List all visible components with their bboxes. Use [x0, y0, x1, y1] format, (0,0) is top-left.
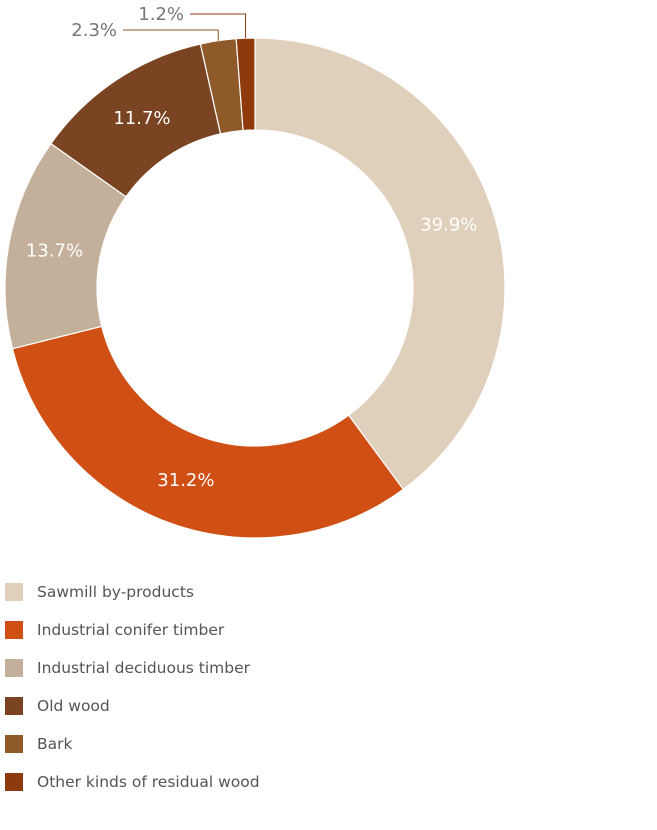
legend-swatch — [5, 735, 23, 753]
legend-label: Sawmill by-products — [37, 583, 194, 601]
legend-label: Bark — [37, 735, 73, 753]
legend-swatch — [5, 773, 23, 791]
legend-label: Industrial conifer timber — [37, 621, 225, 639]
legend-label: Old wood — [37, 697, 110, 715]
legend-swatch — [5, 583, 23, 601]
leader-line-other-kinds-of-residual-wood — [190, 13, 247, 39]
data-label-industrial-conifer-timber: 31.2% — [157, 470, 214, 491]
legend-label: Other kinds of residual wood — [37, 773, 260, 791]
legend-swatch — [5, 697, 23, 715]
data-label-bark: 2.3% — [71, 20, 117, 41]
donut-chart: 39.9% 31.2% 13.7% 11.7% 2.3% 1.2% — [4, 4, 506, 539]
legend: Sawmill by-products Industrial conifer t… — [5, 573, 260, 801]
slice-other-kinds-of-residual-wood — [235, 37, 256, 132]
legend-label: Industrial deciduous timber — [37, 659, 251, 677]
data-labels-group: 39.9% 31.2% 13.7% 11.7% 2.3% 1.2% — [26, 4, 478, 491]
slices-group — [4, 37, 506, 539]
legend-item-other-kinds-of-residual-wood: Other kinds of residual wood — [5, 763, 260, 801]
data-label-old-wood: 11.7% — [113, 108, 170, 129]
data-label-other-kinds-of-residual-wood: 1.2% — [138, 4, 184, 25]
slice-industrial-conifer-timber — [11, 325, 405, 539]
legend-swatch — [5, 621, 23, 639]
legend-item-industrial-conifer-timber: Industrial conifer timber — [5, 611, 260, 649]
legend-item-industrial-deciduous-timber: Industrial deciduous timber — [5, 649, 260, 687]
legend-item-old-wood: Old wood — [5, 687, 260, 725]
legend-item-bark: Bark — [5, 725, 260, 763]
legend-item-sawmill-by-products: Sawmill by-products — [5, 573, 260, 611]
data-label-sawmill-by-products: 39.9% — [420, 214, 477, 235]
slice-sawmill-by-products — [254, 37, 506, 491]
legend-swatch — [5, 659, 23, 677]
leader-lines-group — [123, 13, 247, 41]
leader-line-bark — [123, 29, 219, 41]
data-label-industrial-deciduous-timber: 13.7% — [26, 240, 83, 261]
